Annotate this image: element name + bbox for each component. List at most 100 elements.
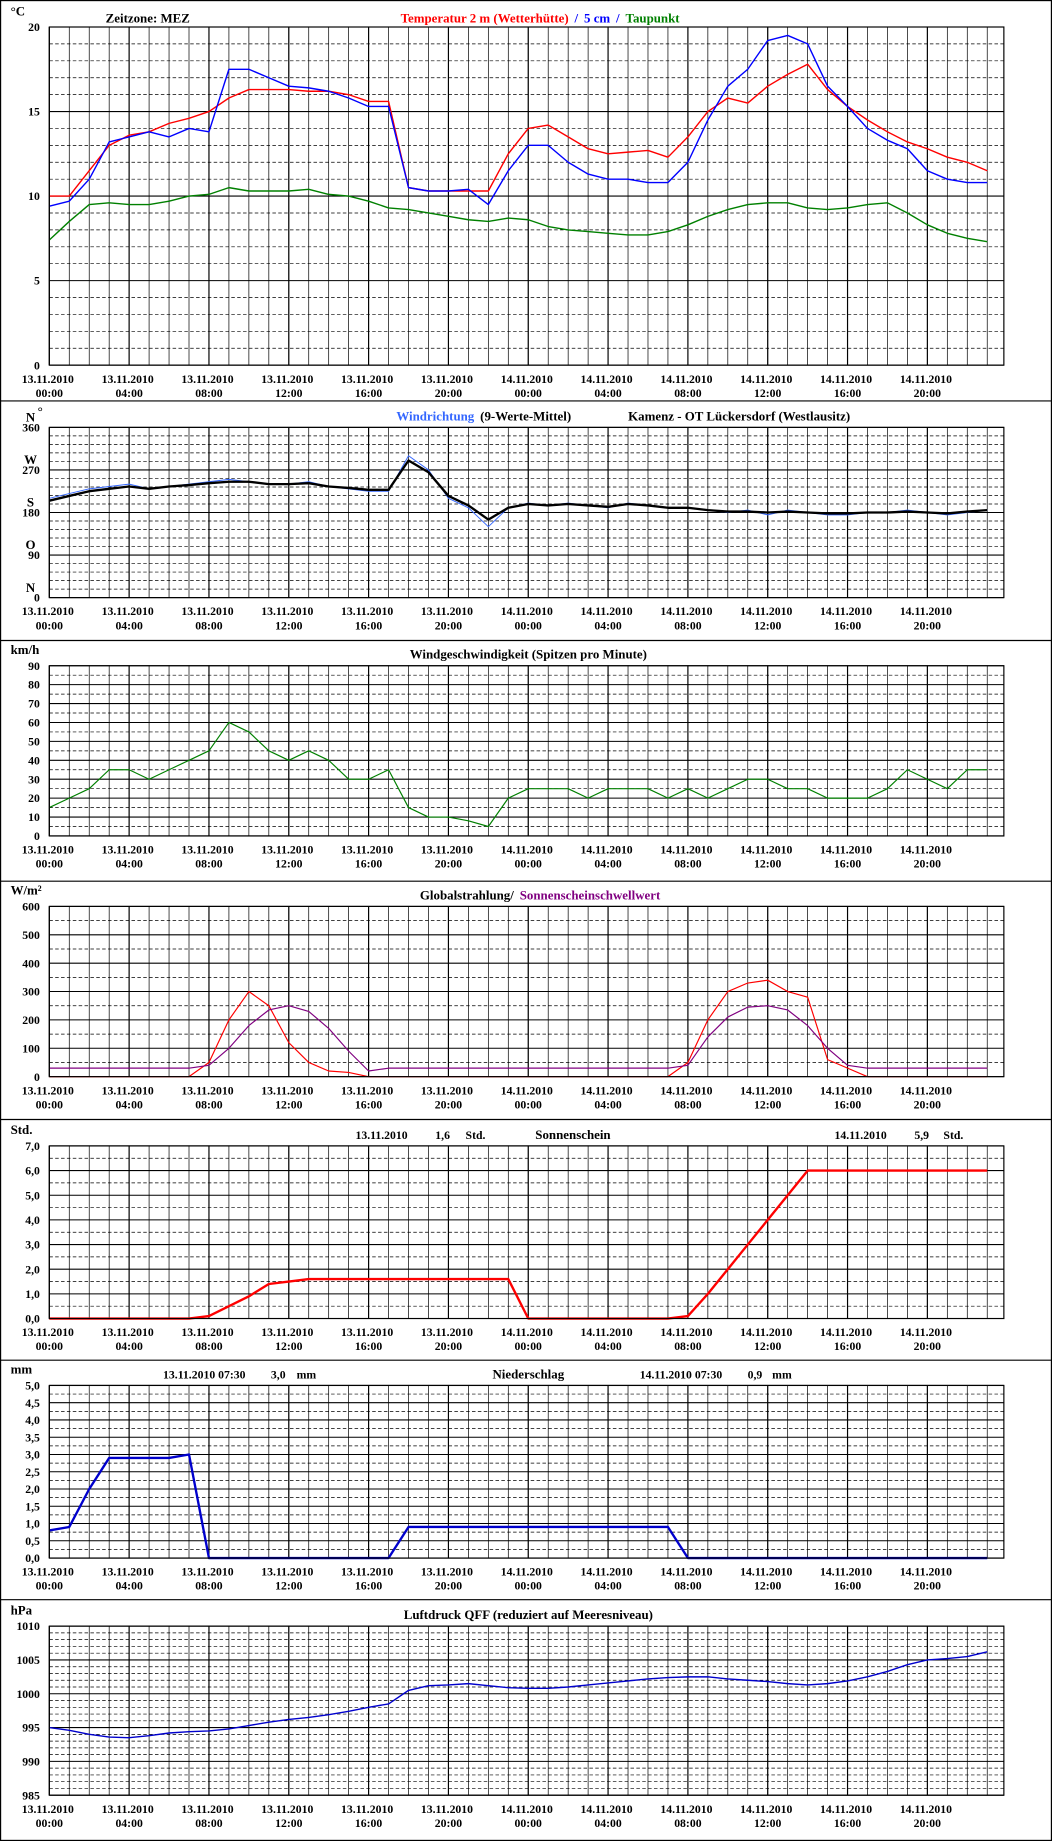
y-tick-label: 5 (34, 275, 40, 288)
x-tick-time: 04:00 (594, 387, 622, 400)
x-tick-date: 13.11.2010 (102, 1084, 157, 1097)
x-tick-label: 13.11.2010 08:00 (181, 605, 236, 632)
x-tick-time: 20:00 (914, 858, 942, 871)
x-tick-date: 14.11.2010 (581, 373, 636, 386)
day-total: 0,9 (748, 1368, 763, 1381)
x-tick-label: 13.11.2010 16:00 (341, 844, 396, 871)
x-tick-time: 16:00 (834, 1098, 862, 1111)
x-tick-label: 13.11.2010 00:00 (22, 844, 77, 871)
plot-border (48, 905, 1005, 1078)
x-tick-time: 04:00 (115, 1340, 143, 1353)
x-tick-label: 13.11.2010 04:00 (102, 1326, 157, 1353)
x-tick-date: 13.11.2010 (22, 844, 77, 857)
x-tick-date: 13.11.2010 (22, 1803, 77, 1816)
x-tick-time: 08:00 (674, 619, 702, 632)
y-tick-label: 985 (22, 1789, 40, 1802)
x-tick-label: 14.11.2010 00:00 (501, 1084, 556, 1111)
x-tick-time: 04:00 (115, 619, 143, 632)
plot-border (48, 26, 1005, 366)
x-tick-label: 14.11.2010 20:00 (900, 1566, 955, 1593)
y-tick-label: 90 (28, 660, 40, 673)
y-tick-label: 995 (22, 1722, 40, 1735)
x-tick-time: 04:00 (115, 1580, 143, 1593)
plot-border (48, 426, 1005, 599)
compass-label: N (26, 410, 36, 425)
x-tick-time: 16:00 (355, 1340, 383, 1353)
x-tick-time: 04:00 (594, 619, 622, 632)
series-line (49, 34, 988, 207)
x-tick-label: 14.11.2010 16:00 (820, 1803, 875, 1830)
x-tick-label: 13.11.2010 08:00 (181, 1084, 236, 1111)
x-tick-label: 13.11.2010 20:00 (421, 605, 476, 632)
x-tick-time: 16:00 (355, 1098, 383, 1111)
x-tick-date: 13.11.2010 (421, 1084, 476, 1097)
x-tick-label: 14.11.2010 16:00 (820, 1084, 875, 1111)
y-tick-label: 1,0 (25, 1288, 40, 1301)
x-tick-label: 14.11.2010 04:00 (581, 1084, 636, 1111)
x-tick-date: 14.11.2010 (900, 844, 955, 857)
day-total: 5,9 (914, 1129, 929, 1142)
x-tick-label: 14.11.2010 20:00 (900, 373, 955, 400)
x-tick-date: 13.11.2010 (181, 1084, 236, 1097)
x-tick-time: 12:00 (275, 1340, 303, 1353)
x-tick-date: 13.11.2010 (181, 373, 236, 386)
series-line (49, 459, 988, 521)
y-tick-label: 0,0 (25, 1313, 40, 1326)
x-tick-date: 14.11.2010 (501, 1326, 556, 1339)
y-tick-label: 1005 (16, 1654, 40, 1667)
x-tick-label: 14.11.2010 20:00 (900, 844, 955, 871)
x-tick-time: 16:00 (834, 1340, 862, 1353)
x-tick-date: 14.11.2010 (820, 844, 875, 857)
y-tick-label: 300 (22, 986, 40, 999)
x-tick-date: 13.11.2010 (261, 1326, 316, 1339)
x-tick-label: 14.11.2010 16:00 (820, 844, 875, 871)
x-tick-date: 14.11.2010 (740, 605, 795, 618)
x-tick-date: 14.11.2010 (501, 373, 556, 386)
x-tick-date: 13.11.2010 (181, 1803, 236, 1816)
x-tick-time: 00:00 (515, 1340, 543, 1353)
y-axis-label: Std. (11, 1122, 33, 1137)
y-tick-label: 1,0 (25, 1518, 40, 1531)
x-tick-label: 14.11.2010 16:00 (820, 373, 875, 400)
x-tick-time: 20:00 (435, 619, 463, 632)
y-axis-label: hPa (11, 1602, 33, 1617)
x-tick-label: 13.11.2010 20:00 (421, 1084, 476, 1111)
x-tick-date: 14.11.2010 (501, 1803, 556, 1816)
x-tick-label: 14.11.2010 00:00 (501, 844, 556, 871)
y-tick-label: 50 (28, 735, 40, 748)
x-tick-time: 16:00 (355, 1817, 383, 1830)
x-tick-date: 13.11.2010 (421, 1803, 476, 1816)
x-tick-time: 00:00 (36, 1340, 64, 1353)
x-tick-time: 08:00 (195, 1580, 223, 1593)
x-tick-date: 13.11.2010 (102, 1803, 157, 1816)
x-tick-label: 13.11.2010 00:00 (22, 373, 77, 400)
legend: Globalstrahlung/ Sonnenscheinschwellwert (420, 887, 661, 902)
y-tick-label: 40 (28, 754, 40, 767)
x-tick-date: 14.11.2010 (581, 844, 636, 857)
x-tick-time: 08:00 (195, 619, 223, 632)
x-tick-time: 20:00 (435, 858, 463, 871)
x-tick-time: 16:00 (355, 1580, 383, 1593)
x-tick-date: 13.11.2010 (341, 605, 396, 618)
x-tick-date: 13.11.2010 (261, 844, 316, 857)
day-total: 3,0 (271, 1368, 286, 1381)
x-tick-label: 13.11.2010 08:00 (181, 373, 236, 400)
y-tick-label: 15 (28, 106, 40, 119)
x-tick-date: 13.11.2010 (341, 1326, 396, 1339)
x-tick-date: 14.11.2010 (660, 1326, 715, 1339)
x-tick-label: 13.11.2010 12:00 (261, 1803, 316, 1830)
y-tick-label: 4,5 (25, 1397, 40, 1410)
x-tick-label: 13.11.2010 16:00 (341, 1326, 396, 1353)
day-total: 14.11.2010 07:30 (640, 1368, 723, 1381)
x-tick-date: 13.11.2010 (261, 1803, 316, 1816)
x-tick-label: 14.11.2010 16:00 (820, 1566, 875, 1593)
x-tick-label: 14.11.2010 12:00 (740, 605, 795, 632)
x-tick-label: 14.11.2010 12:00 (740, 1326, 795, 1353)
x-tick-date: 13.11.2010 (341, 1566, 396, 1579)
x-tick-date: 13.11.2010 (22, 1326, 77, 1339)
x-tick-time: 08:00 (674, 1340, 702, 1353)
y-tick-label: 10 (28, 811, 40, 824)
y-tick-label: 4,0 (25, 1414, 40, 1427)
legend-entry: Globalstrahlung (420, 887, 511, 902)
x-tick-time: 20:00 (435, 1340, 463, 1353)
